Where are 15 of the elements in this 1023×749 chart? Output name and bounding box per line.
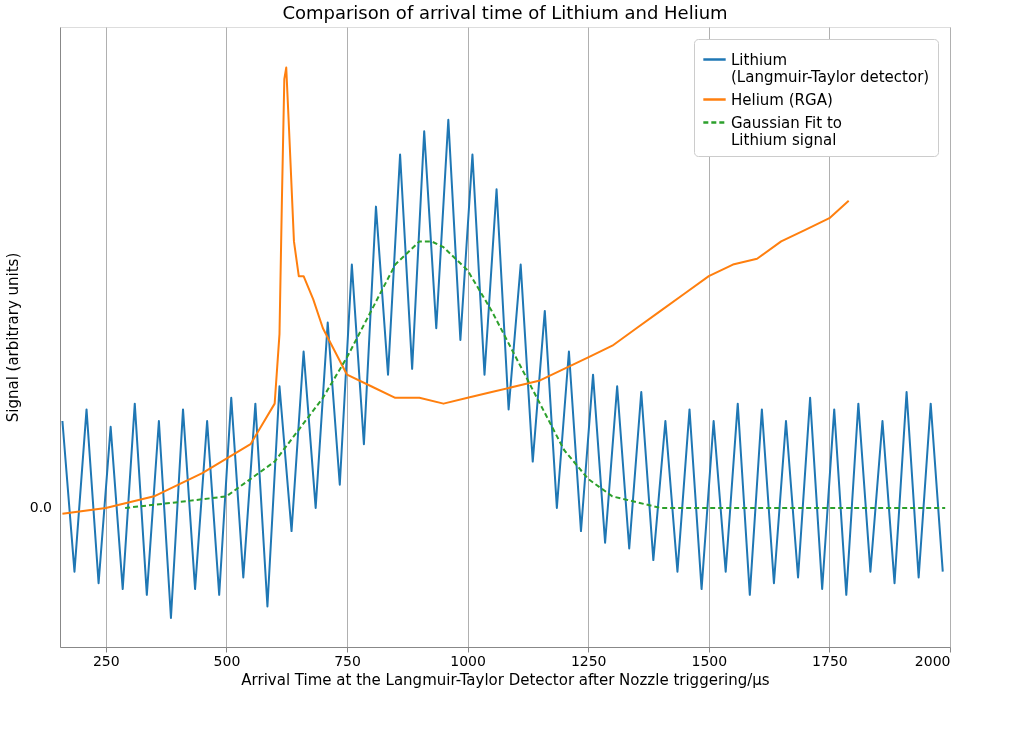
x-tick-label: 750 <box>334 652 361 669</box>
legend-label: Lithium (Langmuir-Taylor detector) <box>731 50 930 86</box>
x-tick-label: 1000 <box>450 652 486 669</box>
x-tick-label: 500 <box>213 652 241 669</box>
legend-label: Gaussian Fit to Lithium signal <box>731 113 842 149</box>
x-tick-label: 1250 <box>570 652 607 669</box>
x-tick-label: 1500 <box>691 652 728 669</box>
x-axis-title: Arrival Time at the Langmuir-Taylor Detector after Nozzle triggering/μs <box>241 670 770 689</box>
chart-title: Comparison of arrival time of Lithium and Helium <box>282 2 728 23</box>
legend-label: Helium (RGA) <box>731 90 833 109</box>
text: 0.0 <box>29 498 52 515</box>
x-tick-label: 250 <box>92 652 120 669</box>
x-tick-label: 1750 <box>812 652 848 669</box>
x-tick-label: 2000 <box>914 652 951 669</box>
y-axis-title: Signal (arbitrary units) <box>3 252 22 423</box>
